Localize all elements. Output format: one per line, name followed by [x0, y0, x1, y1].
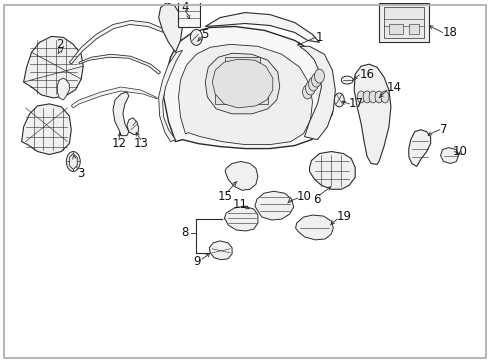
Ellipse shape — [312, 73, 321, 87]
Text: 5: 5 — [201, 28, 209, 41]
Ellipse shape — [342, 76, 353, 84]
Polygon shape — [164, 27, 334, 149]
Polygon shape — [69, 21, 164, 64]
Polygon shape — [295, 215, 333, 240]
Polygon shape — [354, 64, 391, 165]
Polygon shape — [212, 59, 273, 108]
Ellipse shape — [369, 91, 377, 103]
Bar — [215, 92, 233, 104]
Text: 12: 12 — [111, 137, 126, 150]
Text: 10: 10 — [297, 190, 312, 203]
Text: 16: 16 — [360, 68, 374, 81]
Text: 15: 15 — [218, 190, 233, 203]
Polygon shape — [205, 53, 280, 114]
Ellipse shape — [191, 30, 202, 45]
Text: 14: 14 — [387, 81, 401, 94]
Polygon shape — [159, 50, 182, 141]
Polygon shape — [79, 54, 161, 74]
Ellipse shape — [306, 81, 316, 95]
Polygon shape — [159, 3, 182, 52]
Text: 2: 2 — [56, 38, 63, 51]
Text: 10: 10 — [453, 145, 468, 158]
Polygon shape — [225, 162, 258, 190]
Polygon shape — [255, 191, 294, 220]
Ellipse shape — [363, 91, 371, 103]
Text: 4: 4 — [182, 1, 189, 14]
Text: 11: 11 — [233, 198, 247, 211]
Ellipse shape — [302, 85, 313, 99]
Polygon shape — [224, 206, 258, 231]
Ellipse shape — [315, 69, 324, 83]
Text: 13: 13 — [133, 137, 148, 150]
Ellipse shape — [334, 93, 344, 107]
Polygon shape — [24, 36, 83, 98]
Ellipse shape — [309, 77, 318, 91]
Bar — [384, 6, 424, 39]
Text: 1: 1 — [316, 31, 323, 44]
Text: 19: 19 — [337, 210, 352, 222]
Polygon shape — [57, 78, 69, 100]
Polygon shape — [178, 44, 313, 145]
Polygon shape — [205, 13, 319, 42]
Ellipse shape — [375, 91, 383, 103]
Polygon shape — [299, 46, 335, 140]
Polygon shape — [22, 104, 71, 154]
Bar — [379, 3, 429, 42]
Ellipse shape — [66, 152, 80, 171]
Polygon shape — [209, 241, 232, 260]
Bar — [389, 24, 403, 35]
Ellipse shape — [357, 91, 365, 103]
Text: 18: 18 — [443, 26, 458, 39]
Bar — [178, 0, 200, 27]
Polygon shape — [113, 92, 129, 136]
Text: 3: 3 — [77, 167, 85, 180]
Bar — [409, 24, 419, 35]
Polygon shape — [71, 87, 158, 108]
Text: 9: 9 — [194, 255, 201, 268]
Polygon shape — [409, 130, 431, 166]
Polygon shape — [127, 118, 139, 135]
Bar — [250, 92, 268, 104]
Text: 8: 8 — [181, 226, 188, 239]
Text: 6: 6 — [313, 193, 320, 206]
Polygon shape — [310, 152, 355, 189]
Text: 17: 17 — [349, 98, 364, 111]
Polygon shape — [441, 148, 459, 163]
Ellipse shape — [381, 91, 389, 103]
Text: 7: 7 — [440, 123, 447, 136]
Bar — [225, 57, 260, 67]
Polygon shape — [69, 153, 77, 170]
